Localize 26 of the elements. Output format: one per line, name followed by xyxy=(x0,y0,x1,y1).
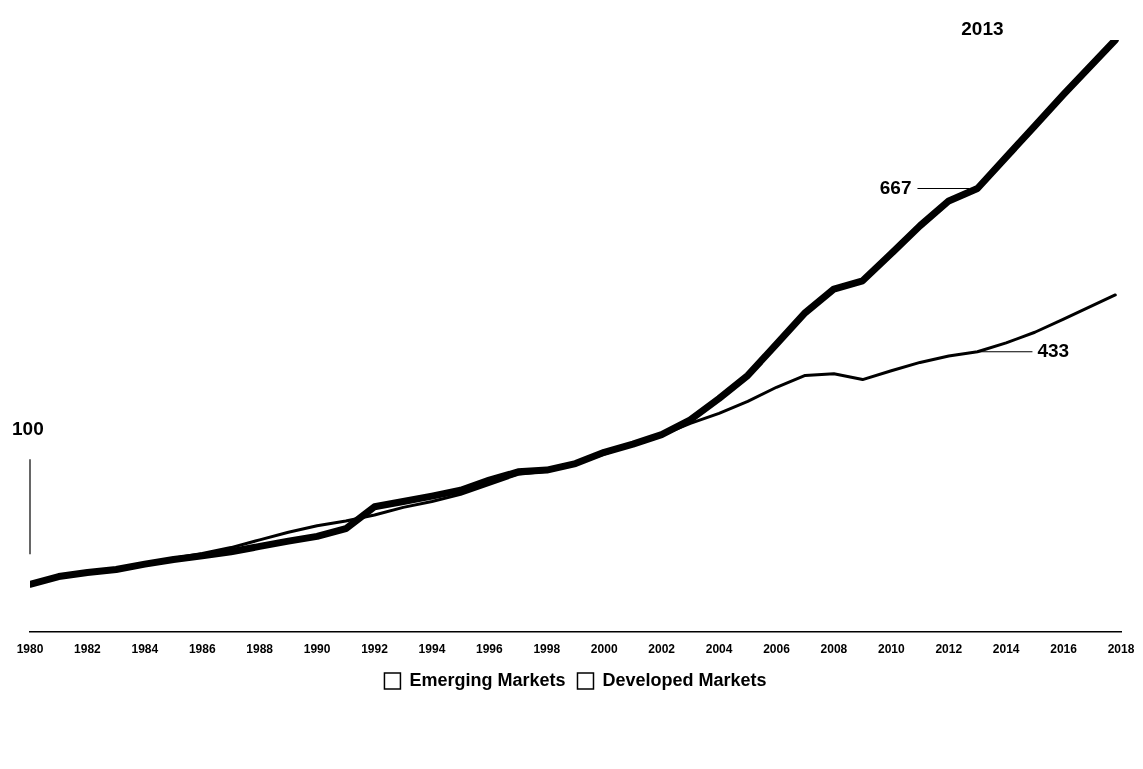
x-tick-label: 2014 xyxy=(992,642,1020,657)
annotation: 667 xyxy=(879,176,912,198)
x-tick-label: 2010 xyxy=(877,642,905,657)
x-tick-label: 2004 xyxy=(705,642,733,657)
x-tick-label: 1998 xyxy=(533,642,561,657)
x-tick-label: 1984 xyxy=(131,642,159,657)
legend-label: Emerging Markets xyxy=(409,669,566,690)
annotation: 100 xyxy=(12,418,44,440)
x-tick-label: 2002 xyxy=(648,642,676,657)
x-tick-label: 2006 xyxy=(763,642,791,657)
text: 2013 xyxy=(961,17,1004,39)
x-tick-label: 1996 xyxy=(476,642,504,657)
x-tick-label: 1988 xyxy=(246,642,274,657)
x-tick-label: 1990 xyxy=(303,642,331,657)
x-tick-label: 1986 xyxy=(188,642,216,657)
x-tick-label: 2000 xyxy=(590,642,618,657)
x-tick-label: 1992 xyxy=(361,642,389,657)
x-tick-label: 1982 xyxy=(74,642,102,657)
x-tick-label: 2018 xyxy=(1107,642,1135,657)
legend-label: Developed Markets xyxy=(602,669,767,690)
x-tick-label: 2012 xyxy=(935,642,963,657)
x-tick-label: 1994 xyxy=(418,642,446,657)
x-tick-label: 2008 xyxy=(820,642,848,657)
x-tick-label: 2016 xyxy=(1050,642,1078,657)
x-tick-label: 1980 xyxy=(16,642,44,657)
annotation: 433 xyxy=(1037,340,1070,362)
